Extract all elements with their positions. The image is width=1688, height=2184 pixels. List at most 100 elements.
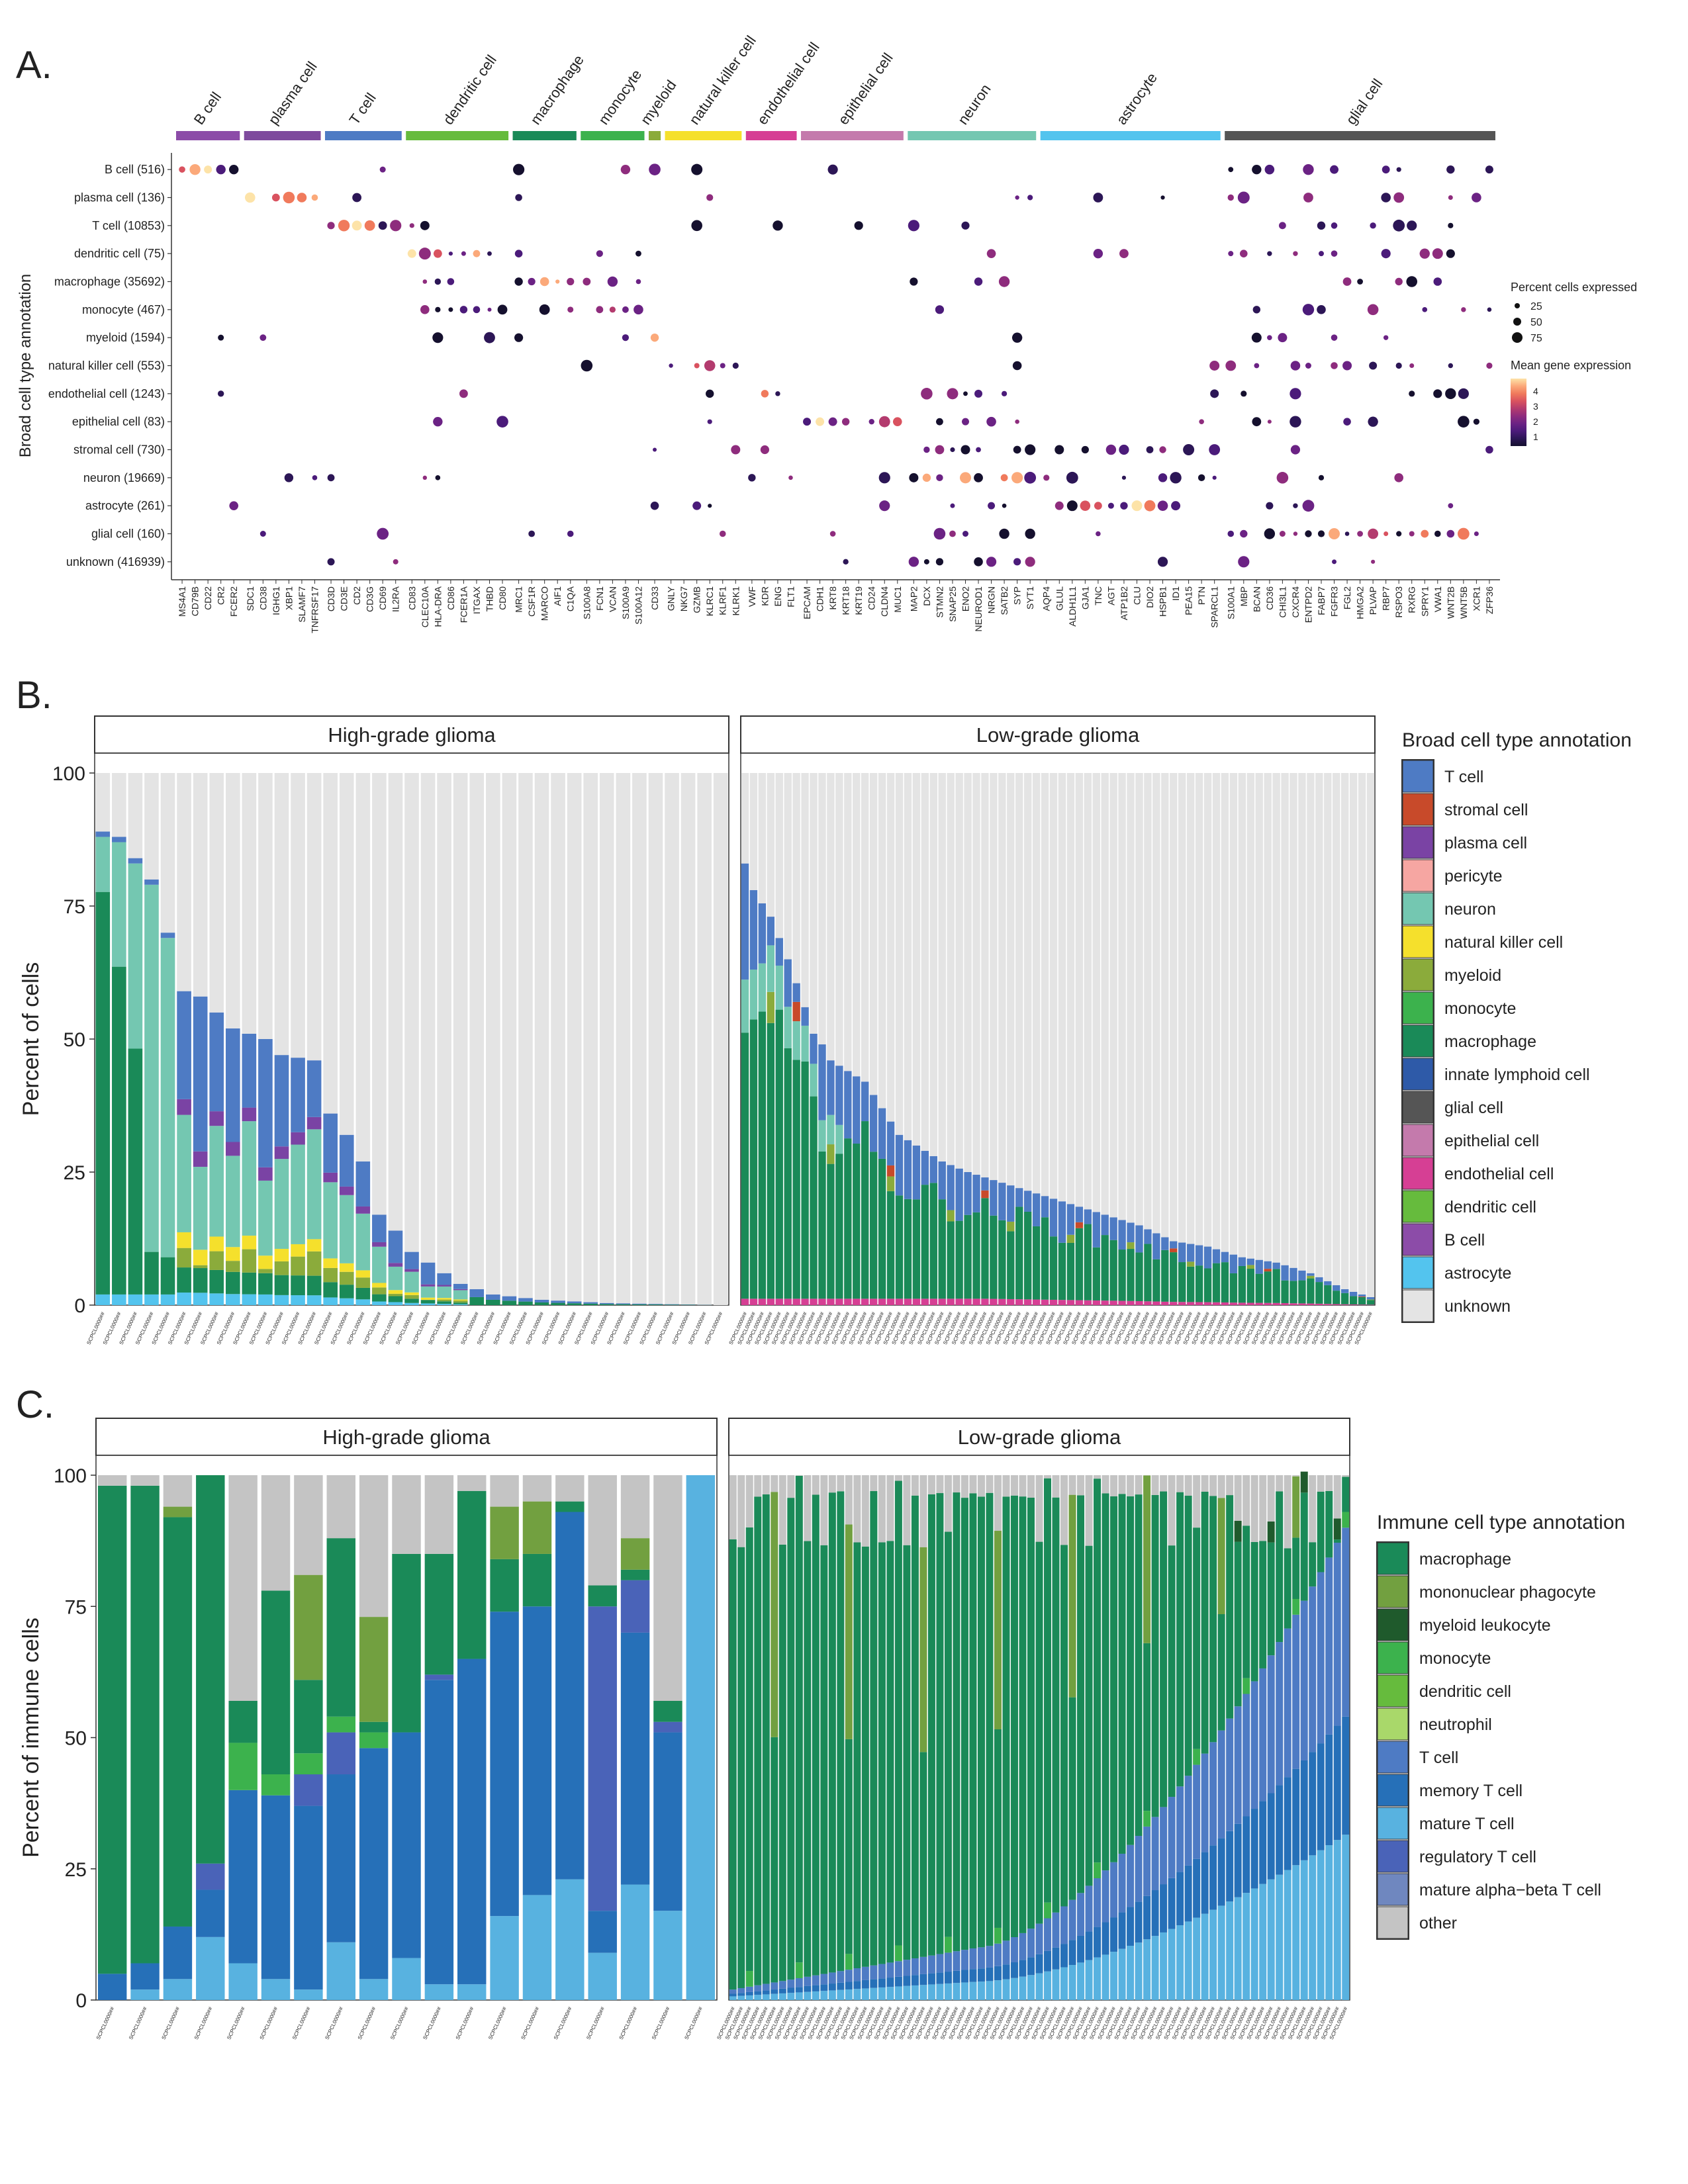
legend-swatch	[1377, 1641, 1409, 1674]
expression-dot	[1011, 472, 1023, 484]
bar-segment	[95, 1294, 111, 1305]
bar-segment	[936, 1983, 944, 2000]
bar-segment	[1023, 1299, 1032, 1305]
expression-dot	[1171, 501, 1181, 511]
bar-segment	[894, 1986, 902, 2000]
expression-dot	[922, 473, 931, 482]
legend-swatch	[1377, 1774, 1409, 1807]
bar-segment	[599, 773, 614, 1303]
bar-segment	[193, 1293, 208, 1305]
bar-segment	[1259, 1668, 1267, 1801]
gene-group-bar	[406, 131, 509, 140]
bar-segment	[827, 1298, 835, 1305]
expression-dot	[528, 530, 536, 537]
bar-segment	[437, 1299, 451, 1302]
bar-segment	[599, 1304, 614, 1305]
gene-label: CD69	[377, 586, 388, 610]
bar-segment	[990, 1215, 998, 1299]
bar-segment	[1176, 1786, 1184, 1872]
legend-key-frame	[1376, 1541, 1409, 1940]
bar-segment	[767, 991, 774, 1023]
bar-segment	[1317, 1572, 1325, 1744]
bar-segment	[1007, 773, 1015, 1186]
bar-segment	[778, 1475, 786, 1545]
legend-label: plasma cell	[1444, 834, 1527, 852]
bar-segment	[1264, 1269, 1272, 1272]
gene-label: HMGA2	[1355, 586, 1366, 619]
bar-segment	[1315, 1282, 1323, 1304]
bar-segment	[326, 1475, 355, 1539]
bar-segment	[130, 1475, 160, 1486]
bar-segment	[1259, 1884, 1267, 2000]
legend-swatch	[1402, 859, 1434, 892]
bar-segment	[437, 1286, 451, 1298]
gene-label: RXRG	[1407, 586, 1417, 613]
gene-group-bar	[908, 131, 1037, 140]
bar-segment	[713, 773, 728, 1305]
gene-group-bar	[1225, 131, 1495, 140]
bar-segment	[853, 1968, 861, 1981]
bar-segment	[420, 1297, 436, 1300]
expression-dot	[706, 389, 714, 398]
size-legend-dot	[1513, 318, 1521, 326]
expression-dot	[1093, 193, 1103, 203]
expression-dot	[974, 473, 983, 482]
bar-segment	[1325, 1844, 1333, 2000]
expression-dot	[1252, 417, 1262, 427]
expression-dot	[259, 531, 266, 537]
bar-segment	[1058, 1242, 1066, 1300]
bar-segment	[1101, 1300, 1109, 1305]
bar-segment	[620, 1580, 650, 1633]
expression-dot	[1267, 420, 1272, 424]
bar-segment	[1259, 1541, 1267, 1668]
bar-segment	[955, 773, 963, 1169]
bar-segment	[1178, 1242, 1186, 1263]
expression-dot	[829, 531, 836, 537]
bar-segment	[388, 1290, 403, 1294]
expression-dot	[908, 220, 919, 232]
bar-segment	[1178, 1262, 1186, 1302]
bar-segment	[1315, 1277, 1323, 1283]
bar-segment	[1349, 1296, 1358, 1304]
bar-segment	[835, 1154, 843, 1299]
gene-label: TNFRSF17	[309, 586, 320, 633]
legend-label: natural killer cell	[1444, 933, 1563, 952]
bar-segment	[1066, 773, 1075, 1205]
expression-dot	[378, 221, 387, 230]
bar-segment	[1234, 1520, 1242, 1542]
bar-segment	[1264, 1261, 1272, 1269]
bar-segment	[944, 1936, 952, 1953]
expression-dot	[1024, 471, 1037, 484]
expression-dot	[609, 306, 616, 313]
bar-segment	[1342, 1512, 1350, 1528]
bar-segment	[1102, 1954, 1109, 2000]
expression-dot	[297, 193, 307, 203]
bar-segment	[437, 1273, 451, 1285]
gene-label: ATP1B2	[1119, 586, 1129, 620]
expression-dot	[1210, 389, 1219, 398]
expression-dot	[407, 249, 416, 258]
bar-segment	[1092, 1300, 1100, 1305]
bar-segment	[392, 1553, 421, 1733]
expression-dot	[581, 359, 593, 372]
expression-dot	[1158, 473, 1168, 482]
bar-segment	[998, 773, 1006, 1183]
expression-dot	[1393, 192, 1405, 203]
bar-segment	[620, 1569, 650, 1580]
expression-dot	[1344, 531, 1350, 536]
bar-segment	[261, 1795, 291, 1979]
x-tick-label: SCPCL0000##	[585, 2006, 606, 2041]
gene-label: SPARCL1	[1209, 586, 1220, 628]
expression-dot	[1159, 446, 1166, 453]
bar-segment	[437, 1301, 451, 1304]
expression-dot	[1119, 444, 1129, 455]
bar-segment	[1264, 773, 1272, 1261]
legend-label: epithelial cell	[1444, 1132, 1539, 1150]
bar-segment	[388, 1296, 403, 1302]
expression-dot	[1472, 193, 1481, 203]
bar-segment	[522, 1895, 552, 2000]
bar-segment	[1135, 1300, 1143, 1305]
bar-segment	[1135, 1252, 1143, 1301]
legend-swatch	[1377, 1741, 1409, 1774]
bar-segment	[163, 1475, 193, 1507]
